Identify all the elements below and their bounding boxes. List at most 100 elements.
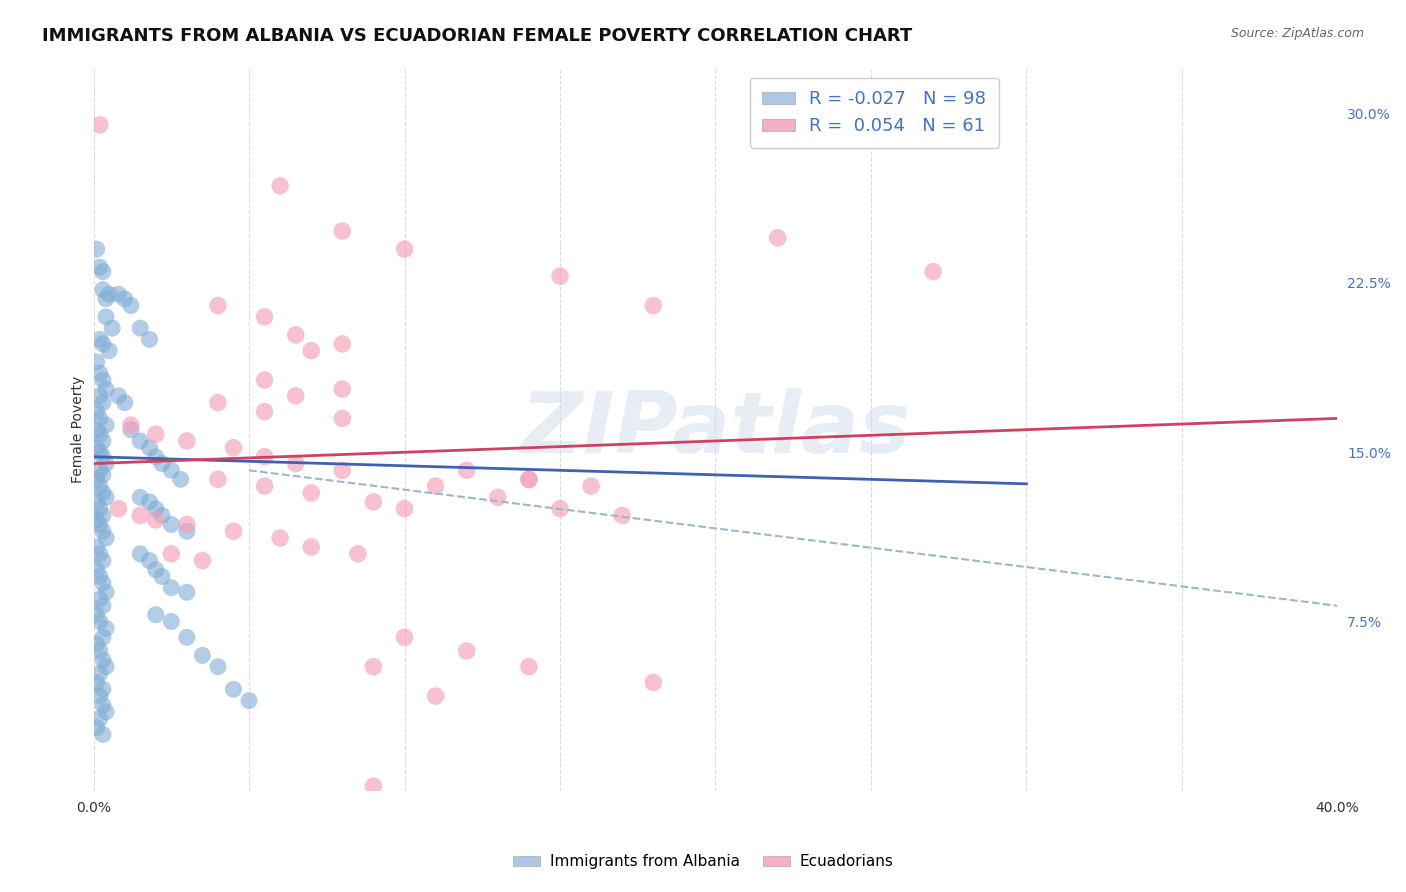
Point [222,524,245,539]
Point [89,547,111,561]
Point [120,418,142,433]
Point [94,585,117,599]
Point [425,689,447,703]
Point [330,337,353,351]
Text: Source: ZipAtlas.com: Source: ZipAtlas.com [1230,27,1364,40]
Point [160,615,183,629]
Point [129,491,152,505]
Point [363,495,385,509]
Point [86,607,108,622]
Point [253,404,276,418]
Point [91,450,114,464]
Point [120,423,142,437]
Point [579,479,602,493]
Point [89,118,111,132]
Point [207,659,229,673]
Point [86,355,108,369]
Point [91,373,114,387]
Point [91,508,114,523]
Point [299,540,322,554]
Point [330,224,353,238]
Point [284,389,307,403]
Legend: Immigrants from Albania, Ecuadorians: Immigrants from Albania, Ecuadorians [506,848,900,875]
Point [129,508,152,523]
Point [207,299,229,313]
Point [89,332,111,346]
Point [86,242,108,256]
Point [145,513,167,527]
Point [517,659,540,673]
Point [284,327,307,342]
Point [222,682,245,697]
Point [160,463,183,477]
Point [89,427,111,442]
Point [94,457,117,471]
Point [91,434,114,448]
Text: IMMIGRANTS FROM ALBANIA VS ECUADORIAN FEMALE POVERTY CORRELATION CHART: IMMIGRANTS FROM ALBANIA VS ECUADORIAN FE… [42,27,912,45]
Point [145,450,167,464]
Point [94,418,117,433]
Point [86,637,108,651]
Point [91,682,114,697]
Point [253,450,276,464]
Point [89,712,111,726]
Point [145,607,167,622]
Point [456,463,478,477]
Point [89,389,111,403]
Point [86,423,108,437]
Point [91,395,114,409]
Point [94,382,117,396]
Point [253,373,276,387]
Point [176,434,198,448]
Point [94,310,117,324]
Point [86,563,108,577]
Point [89,463,111,477]
Point [150,569,173,583]
Point [86,472,108,486]
Point [129,321,152,335]
Point [922,265,945,279]
Point [145,501,167,516]
Point [89,644,111,658]
Point [299,486,322,500]
Point [114,292,136,306]
Point [347,547,370,561]
Point [91,265,114,279]
Point [191,553,214,567]
Point [138,495,160,509]
Point [643,675,665,690]
Point [101,321,124,335]
Point [89,479,111,493]
Text: ZIPatlas: ZIPatlas [520,388,911,471]
Point [517,472,540,486]
Point [299,343,322,358]
Point [86,404,108,418]
Point [89,569,111,583]
Point [612,508,634,523]
Point [86,540,108,554]
Point [548,501,571,516]
Point [150,457,173,471]
Point [94,292,117,306]
Point [284,457,307,471]
Point [86,441,108,455]
Point [160,517,183,532]
Point [86,675,108,690]
Point [207,395,229,409]
Point [191,648,214,663]
Point [89,411,111,425]
Point [176,517,198,532]
Point [643,299,665,313]
Point [145,563,167,577]
Point [91,727,114,741]
Point [91,631,114,645]
Point [89,666,111,681]
Point [253,479,276,493]
Point [394,631,416,645]
Point [456,644,478,658]
Point [89,517,111,532]
Point [91,599,114,613]
Point [269,531,291,545]
Point [86,721,108,735]
Point [269,178,291,193]
